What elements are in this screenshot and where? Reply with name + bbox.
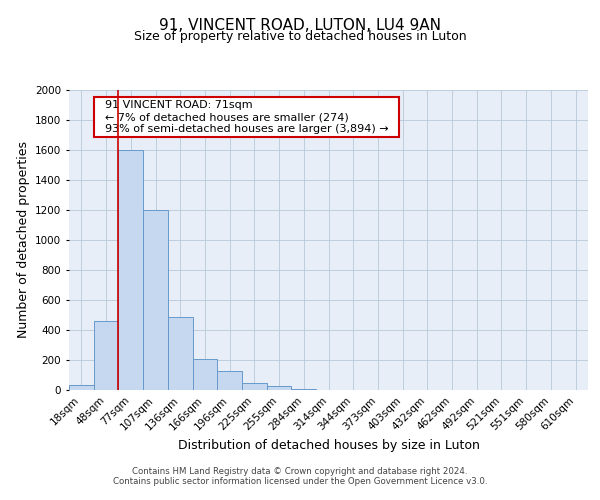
Y-axis label: Number of detached properties: Number of detached properties (17, 142, 29, 338)
Bar (168, 316, 193, 390)
Bar (217, 370, 242, 390)
Text: Size of property relative to detached houses in Luton: Size of property relative to detached ho… (134, 30, 466, 43)
Text: 91, VINCENT ROAD, LUTON, LU4 9AN: 91, VINCENT ROAD, LUTON, LU4 9AN (159, 18, 441, 32)
Bar (118, 150, 143, 390)
X-axis label: Distribution of detached houses by size in Luton: Distribution of detached houses by size … (178, 438, 479, 452)
Bar (69, 385, 94, 390)
Bar (267, 386, 292, 390)
Bar (292, 388, 316, 390)
Text: 91 VINCENT ROAD: 71sqm
  ← 7% of detached houses are smaller (274)
  93% of semi: 91 VINCENT ROAD: 71sqm ← 7% of detached … (98, 100, 395, 134)
Bar (193, 358, 217, 390)
Bar (94, 321, 118, 390)
Text: Contains HM Land Registry data © Crown copyright and database right 2024.: Contains HM Land Registry data © Crown c… (132, 467, 468, 476)
Text: Contains public sector information licensed under the Open Government Licence v3: Contains public sector information licen… (113, 477, 487, 486)
Bar (143, 210, 168, 390)
Bar (242, 382, 267, 390)
